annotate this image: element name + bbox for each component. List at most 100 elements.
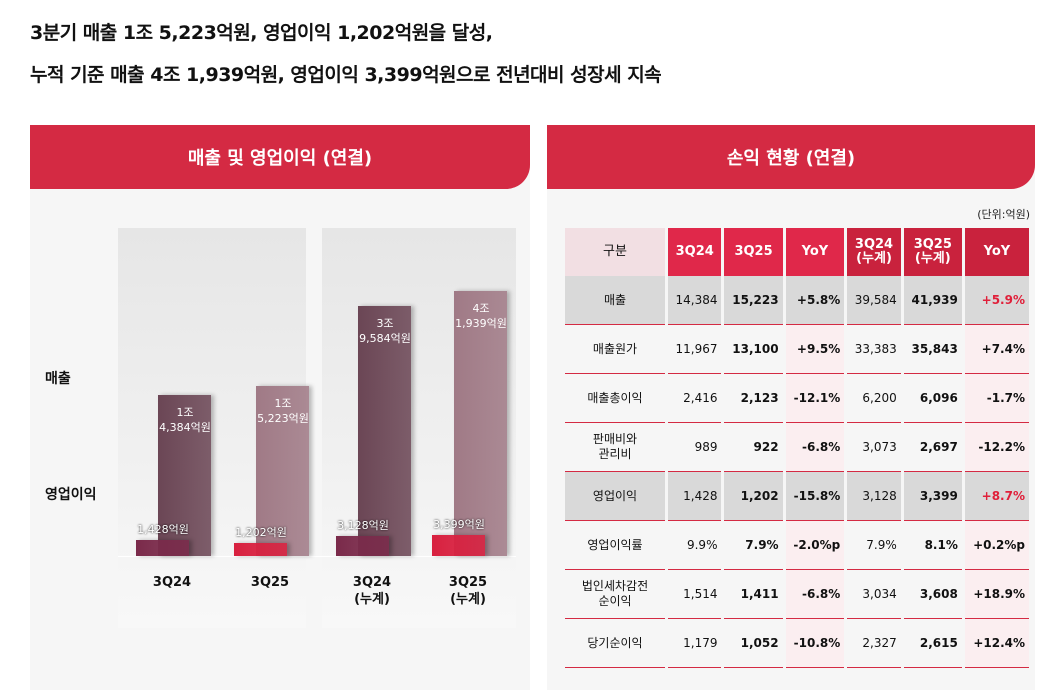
- header-cell: 3Q25 (누계): [903, 228, 962, 276]
- table-cell: 매출원가: [565, 325, 665, 374]
- bar: [256, 386, 309, 556]
- bar: [358, 305, 411, 556]
- bar: [136, 540, 189, 556]
- table-cell: 15,223: [724, 276, 783, 325]
- table-cell: 영업이익: [565, 472, 665, 521]
- table-row: 판매비와 관리비 989 922 -6.8% 3,073 2,697 -12.2%: [565, 423, 1029, 472]
- table-cell: 1,428: [668, 472, 722, 521]
- bar: [234, 542, 287, 556]
- table-cell: 매출: [565, 276, 665, 325]
- table-row: 법인세차감전 순이익 1,514 1,411 -6.8% 3,034 3,608 +18.9…: [565, 570, 1029, 619]
- table-cell: 2,123: [724, 374, 783, 423]
- table-cell: 1,202: [724, 472, 783, 521]
- header-cell: YoY: [785, 228, 845, 276]
- table-row: 매출원가 11,967 13,100 +9.5% 33,383 35,843 +7.4%: [565, 325, 1029, 374]
- table-cell: 당기순이익: [565, 619, 665, 668]
- value-label: 1,428억원: [137, 523, 189, 537]
- table-cell: 9.9%: [668, 521, 722, 570]
- table-cell: 6,200: [847, 374, 901, 423]
- table-cell: -10.8%: [785, 619, 845, 668]
- table-cell: +12.4%: [964, 619, 1029, 668]
- bar: [336, 536, 389, 556]
- table-cell: 3,608: [903, 570, 962, 619]
- value-label: 3,399억원: [433, 517, 485, 531]
- table-row: 영업이익률 9.9% 7.9% -2.0%p 7.9% 8.1% +0.2%p: [565, 521, 1029, 570]
- value-label: 1,202억원: [235, 525, 287, 539]
- table-cell: 7.9%: [724, 521, 783, 570]
- table-cell: 922: [724, 423, 783, 472]
- header-cell: 구분: [565, 228, 665, 276]
- table-cell: 1,411: [724, 570, 783, 619]
- header-cell: YoY: [964, 228, 1029, 276]
- header-row: 구분 3Q24 3Q25 YoY 3Q24 (누계) 3Q25 (누계) YoY: [565, 228, 1029, 276]
- pl-table: 구분 3Q24 3Q25 YoY 3Q24 (누계) 3Q25 (누계) YoY 매출 14,3…: [562, 228, 1032, 668]
- table-cell: 2,697: [903, 423, 962, 472]
- table-cell: 33,383: [847, 325, 901, 374]
- table-cell: -1.7%: [964, 374, 1029, 423]
- x-tick-label: 3Q24 (누계): [352, 575, 392, 607]
- table-cell: 영업이익률: [565, 521, 665, 570]
- series-label: 매출: [45, 371, 71, 387]
- table-cell: 법인세차감전 순이익: [565, 570, 665, 619]
- bar: [158, 395, 211, 556]
- header-cell: 3Q25: [724, 228, 783, 276]
- table-cell: 매출총이익: [565, 374, 665, 423]
- value-label: 4조 1,939억원: [455, 302, 507, 330]
- table-cell: 3,034: [847, 570, 901, 619]
- table-cell: 2,615: [903, 619, 962, 668]
- table-cell: 2,327: [847, 619, 901, 668]
- table-cell: -15.8%: [785, 472, 845, 521]
- table-cell: +9.5%: [785, 325, 845, 374]
- table-row: 매출총이익 2,416 2,123 -12.1% 6,200 6,096 -1.7%: [565, 374, 1029, 423]
- table-cell: 7.9%: [847, 521, 901, 570]
- table-row: 당기순이익 1,179 1,052 -10.8% 2,327 2,615 +12.4%: [565, 619, 1029, 668]
- table-cell: 1,514: [668, 570, 722, 619]
- table-cell: -6.8%: [785, 423, 845, 472]
- table-cell: 35,843: [903, 325, 962, 374]
- table-cell: 1,052: [724, 619, 783, 668]
- series-label: 영업이익: [45, 487, 97, 503]
- table-cell: 13,100: [724, 325, 783, 374]
- x-tick-label: 3Q24: [152, 575, 192, 590]
- table-cell: 39,584: [847, 276, 901, 325]
- baseline: [118, 556, 516, 557]
- table-cell: -6.8%: [785, 570, 845, 619]
- value-label: 3조 9,584억원: [359, 316, 411, 345]
- headline: 3분기 매출 1조 5,223억원, 영업이익 1,202억원을 달성,: [30, 22, 493, 44]
- header-cell: 3Q24: [668, 228, 722, 276]
- table-cell: -2.0%p: [785, 521, 845, 570]
- table-cell: -12.1%: [785, 374, 845, 423]
- table-cell: 14,384: [668, 276, 722, 325]
- bar: [432, 534, 485, 556]
- table-cell: +0.2%p: [964, 521, 1029, 570]
- table-cell: 11,967: [668, 325, 722, 374]
- table-cell: +7.4%: [964, 325, 1029, 374]
- table-cell: 2,416: [668, 374, 722, 423]
- headline: 누적 기준 매출 4조 1,939억원, 영업이익 3,399억원으로 전년대비…: [30, 64, 662, 86]
- x-tick-label: 3Q25 (누계): [448, 575, 488, 607]
- x-tick-label: 3Q25: [250, 575, 290, 590]
- table-cell: +8.7%: [964, 472, 1029, 521]
- panel-title: 손익 현황 (연결): [547, 125, 1035, 189]
- panel-title: 매출 및 영업이익 (연결): [30, 125, 530, 189]
- value-label: 1조 5,223억원: [257, 397, 309, 425]
- header-cell: 3Q24 (누계): [847, 228, 901, 276]
- table-cell: 3,073: [847, 423, 901, 472]
- table-cell: -12.2%: [964, 423, 1029, 472]
- table-cell: 41,939: [903, 276, 962, 325]
- table-cell: 989: [668, 423, 722, 472]
- table-row: 매출 14,384 15,223 +5.8% 39,584 41,939 +5.9%: [565, 276, 1029, 325]
- value-label: 1조 4,384억원: [159, 406, 211, 435]
- table-cell: 판매비와 관리비: [565, 423, 665, 472]
- table-cell: 6,096: [903, 374, 962, 423]
- table-cell: 3,128: [847, 472, 901, 521]
- table-cell: 8.1%: [903, 521, 962, 570]
- table-row: 영업이익 1,428 1,202 -15.8% 3,128 3,399 +8.7%: [565, 472, 1029, 521]
- table-cell: 3,399: [903, 472, 962, 521]
- table-cell: +18.9%: [964, 570, 1029, 619]
- table-cell: 1,179: [668, 619, 722, 668]
- unit-note: (단위:억원): [977, 208, 1030, 221]
- table-cell: +5.9%: [964, 276, 1029, 325]
- table-cell: +5.8%: [785, 276, 845, 325]
